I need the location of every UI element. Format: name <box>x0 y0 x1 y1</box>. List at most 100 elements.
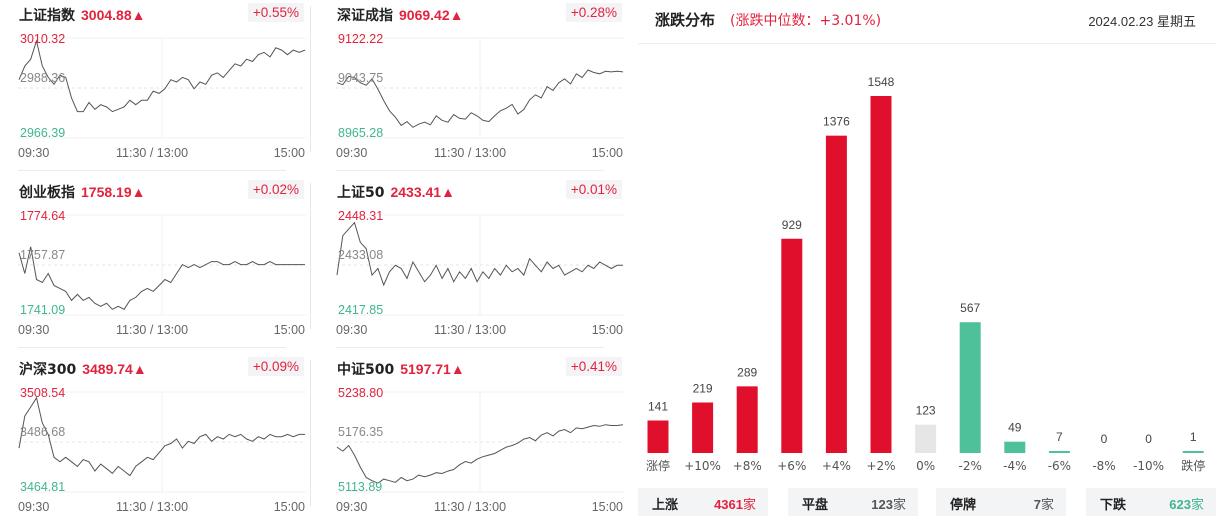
bar-category-label: -6% <box>1048 459 1071 473</box>
distribution-bar[interactable] <box>1048 451 1070 453</box>
summary-flat-unit: 家 <box>892 498 906 513</box>
summary-down-label: 下跌 <box>1100 498 1127 513</box>
index-intraday-chart: 5238.80 5176.35 5113.89 <box>336 380 624 498</box>
distribution-bar[interactable] <box>959 322 981 453</box>
time-axis: 09:30 11:30 / 13:00 15:00 <box>336 323 624 339</box>
index-header: 中证500 5197.71▲ +0.41% <box>336 354 624 380</box>
summary-flat: 平盘 123家 <box>788 488 918 516</box>
index-panel[interactable]: 上证指数 3004.88▲ +0.55% 3010.32 2988.36 2966.39 0… <box>18 0 306 164</box>
summary-up-unit: 家 <box>742 498 756 513</box>
price-line <box>18 246 305 310</box>
time-open: 09:30 <box>18 500 50 514</box>
summary-suspended-unit: 家 <box>1040 498 1054 513</box>
summary-up-label: 上涨 <box>652 498 679 513</box>
time-open: 09:30 <box>18 146 50 160</box>
index-header: 上证指数 3004.88▲ +0.55% <box>18 0 306 26</box>
price-line <box>336 221 623 287</box>
index-panel[interactable]: 中证500 5197.71▲ +0.41% 5238.80 5176.35 5113.89… <box>336 354 624 518</box>
row-divider <box>336 347 604 348</box>
index-intraday-chart: 2448.31 2433.08 2417.85 <box>336 203 624 321</box>
mid-label: 5176.35 <box>338 425 384 439</box>
price-line <box>18 396 305 477</box>
bar-category-label: +6% <box>777 459 806 473</box>
high-label: 9122.22 <box>338 32 384 46</box>
distribution-bar[interactable] <box>1182 451 1204 453</box>
index-header: 上证50 2433.41▲ +0.01% <box>336 177 624 203</box>
bar-value-label: 123 <box>916 404 936 418</box>
index-name-text: 沪深300 <box>19 362 77 378</box>
summary-suspended-count: 7 <box>1033 497 1041 512</box>
bar-category-label: -2% <box>959 459 982 473</box>
low-label: 5113.89 <box>338 480 383 494</box>
mid-label: 2433.08 <box>338 248 384 262</box>
time-open: 09:30 <box>18 323 50 337</box>
index-name: 沪深300 3489.74▲ <box>19 359 147 379</box>
time-close: 15:00 <box>273 323 305 337</box>
bar-value-label: 1376 <box>823 115 850 129</box>
high-label: 1774.64 <box>20 209 66 223</box>
bar-value-label: 7 <box>1056 430 1063 444</box>
index-header: 创业板指 1758.19▲ +0.02% <box>18 177 306 203</box>
index-header: 深证成指 9069.42▲ +0.28% <box>336 0 624 26</box>
low-label: 1741.09 <box>20 303 66 317</box>
distribution-bar[interactable] <box>781 238 803 453</box>
index-name: 上证指数 3004.88▲ <box>19 5 145 25</box>
time-midday: 11:30 / 13:00 <box>116 500 189 514</box>
summary-suspended-label: 停牌 <box>950 498 977 513</box>
bar-category-label: +2% <box>866 459 895 473</box>
median-change-label: (涨跌中位数：+3.01%) <box>730 13 882 29</box>
bar-category-label: 0% <box>916 459 935 473</box>
index-panel[interactable]: 深证成指 9069.42▲ +0.28% 9122.22 9043.75 8965.28 0… <box>336 0 624 164</box>
bar-value-label: 1 <box>1190 430 1197 444</box>
index-header: 沪深300 3489.74▲ +0.09% <box>18 354 306 380</box>
bar-value-label: 219 <box>693 381 713 395</box>
trade-date: 2024.02.23 星期五 <box>1088 14 1196 29</box>
time-axis: 09:30 11:30 / 13:00 15:00 <box>18 323 306 339</box>
time-open: 09:30 <box>336 500 368 514</box>
time-axis: 09:30 11:30 / 13:00 15:00 <box>18 500 306 516</box>
index-change: +0.01% <box>565 180 622 199</box>
distribution-bar[interactable] <box>870 96 892 453</box>
price-line <box>336 69 624 128</box>
bar-value-label: 141 <box>648 399 668 413</box>
distribution-bar[interactable] <box>647 420 669 453</box>
price-line <box>18 39 306 113</box>
index-intraday-chart: 1774.64 1757.87 1741.09 <box>18 203 306 321</box>
time-midday: 11:30 / 13:00 <box>116 323 189 337</box>
time-open: 09:30 <box>336 146 368 160</box>
distribution-bar[interactable] <box>825 135 847 453</box>
bar-value-label: 929 <box>782 218 802 232</box>
time-close: 15:00 <box>273 500 305 514</box>
index-name-text: 中证500 <box>337 362 395 378</box>
high-label: 5238.80 <box>338 386 384 400</box>
distribution-bar[interactable] <box>692 402 714 453</box>
index-panel[interactable]: 沪深300 3489.74▲ +0.09% 3508.54 3486.68 3464.81… <box>18 354 306 518</box>
index-change: +0.02% <box>247 180 304 199</box>
index-name-text: 上证50 <box>337 185 385 201</box>
distribution-bar[interactable] <box>736 386 758 453</box>
index-name-text: 深证成指 <box>337 8 393 24</box>
time-midday: 11:30 / 13:00 <box>434 146 507 160</box>
time-axis: 09:30 11:30 / 13:00 15:00 <box>336 146 624 162</box>
row-divider <box>336 170 604 171</box>
time-close: 15:00 <box>591 146 623 160</box>
summary-up-count: 4361 <box>714 497 743 512</box>
bar-value-label: 289 <box>737 365 757 379</box>
time-midday: 11:30 / 13:00 <box>434 500 507 514</box>
row-divider <box>18 170 286 171</box>
distribution-bar[interactable] <box>915 424 937 453</box>
index-panel[interactable]: 创业板指 1758.19▲ +0.02% 1774.64 1757.87 1741.09 0… <box>18 177 306 341</box>
index-name: 中证500 5197.71▲ <box>337 359 465 379</box>
low-label: 3464.81 <box>20 480 66 494</box>
index-name: 深证成指 9069.42▲ <box>337 5 463 25</box>
summary-up: 上涨 4361家 <box>638 488 768 516</box>
index-panel[interactable]: 上证50 2433.41▲ +0.01% 2448.31 2433.08 2417.85 0… <box>336 177 624 341</box>
time-open: 09:30 <box>336 323 368 337</box>
price-line <box>336 424 624 484</box>
intraday-line-svg <box>18 391 306 493</box>
distribution-bar[interactable] <box>1004 441 1026 453</box>
column-divider <box>310 183 311 329</box>
high-label: 3508.54 <box>20 386 66 400</box>
index-value: 5197.71▲ <box>400 361 465 377</box>
summary-flat-label: 平盘 <box>802 498 829 513</box>
